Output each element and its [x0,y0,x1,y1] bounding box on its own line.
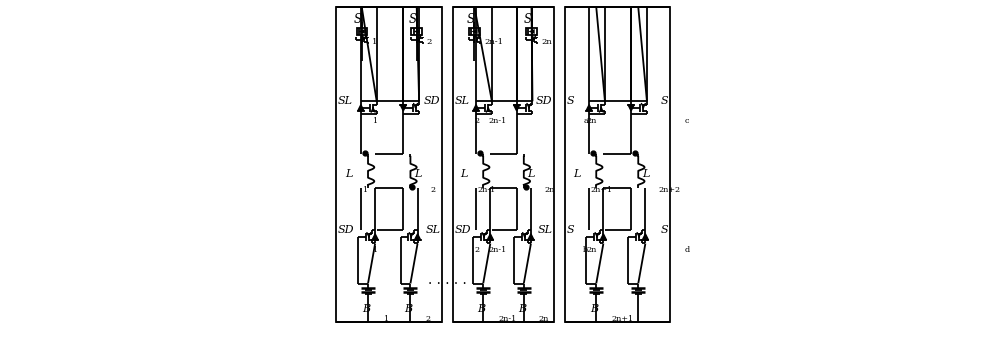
Polygon shape [514,105,520,111]
Polygon shape [642,234,648,240]
Text: . . . . .: . . . . . [428,273,467,287]
Text: 2: 2 [474,117,479,125]
Bar [336,7,442,322]
Text: L: L [460,169,468,179]
Text: S: S [466,13,474,26]
Text: S: S [660,96,668,106]
Text: 2n-1: 2n-1 [488,246,506,254]
Text: L: L [345,169,353,179]
Polygon shape [600,234,606,240]
Text: B: B [362,304,370,314]
Polygon shape [359,29,365,34]
Text: 2n+1: 2n+1 [590,186,612,194]
Text: L: L [642,169,649,179]
Text: S: S [660,225,668,235]
Text: S: S [566,225,574,235]
Text: 2n+2: 2n+2 [659,186,681,194]
Text: c: c [685,117,689,125]
Text: 2n-1: 2n-1 [488,117,506,125]
Text: 2: 2 [474,246,479,254]
Text: SD: SD [424,96,440,106]
Bar [453,7,554,322]
Polygon shape [586,105,592,111]
Text: SL: SL [538,225,552,235]
Text: SD: SD [454,225,471,235]
Polygon shape [372,234,378,240]
Polygon shape [628,105,634,111]
Text: S: S [523,13,531,26]
Text: S: S [566,96,574,106]
Text: 2n: 2n [544,186,554,194]
Bar [411,28,422,35]
Polygon shape [358,105,364,111]
Text: SD: SD [338,225,354,235]
Bar [356,28,367,35]
Polygon shape [473,105,479,111]
Text: L: L [414,169,421,179]
Text: d: d [685,246,690,254]
Polygon shape [471,29,478,34]
Text: 1: 1 [383,315,388,323]
Text: 2: 2 [431,186,436,194]
Text: 2n: 2n [541,38,552,46]
Text: 2n-1: 2n-1 [477,186,496,194]
Polygon shape [414,234,421,240]
Text: B: B [477,304,486,314]
Text: b: b [583,246,588,254]
Polygon shape [487,234,493,240]
Text: 2n: 2n [586,117,596,125]
Text: 2n-1: 2n-1 [484,38,503,46]
Text: 1: 1 [372,38,377,46]
Text: 2n: 2n [539,315,549,323]
Bar [526,28,537,35]
Text: 2: 2 [426,38,432,46]
Text: 1: 1 [372,117,377,125]
Text: L: L [527,169,535,179]
Text: SL: SL [454,96,470,106]
Text: B: B [590,304,599,314]
Text: SL: SL [426,225,440,235]
Polygon shape [400,105,406,111]
Text: S: S [409,13,417,26]
Bar [469,28,480,35]
Text: 1: 1 [362,186,367,194]
Text: SL: SL [338,96,353,106]
Bar [565,7,670,322]
Text: 2n-1: 2n-1 [498,315,516,323]
Polygon shape [528,29,535,34]
Text: 2n+1: 2n+1 [611,315,633,323]
Text: L: L [574,169,581,179]
Text: B: B [405,304,413,314]
Text: S: S [354,13,362,26]
Polygon shape [528,234,534,240]
Polygon shape [414,29,420,34]
Text: 1: 1 [372,246,377,254]
Text: SD: SD [536,96,552,106]
Text: a: a [583,117,588,125]
Text: 2: 2 [425,315,431,323]
Text: 2n: 2n [586,246,596,254]
Text: B: B [518,304,526,314]
